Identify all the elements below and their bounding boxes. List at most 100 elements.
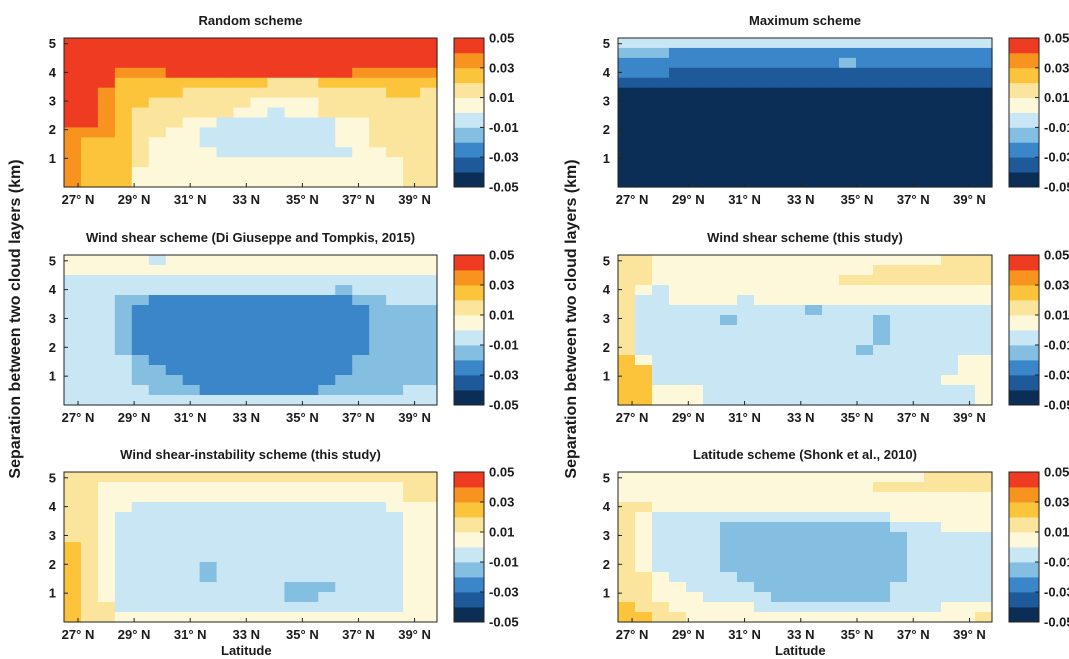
- x-tick-label: 35° N: [841, 627, 874, 642]
- heatmap-cell: [635, 67, 653, 79]
- heatmap-cell: [318, 582, 336, 593]
- heatmap-cell: [352, 77, 370, 89]
- heatmap-cell: [788, 542, 806, 553]
- heatmap-cell: [771, 542, 789, 553]
- heatmap-cell: [267, 47, 285, 59]
- heatmap-cell: [182, 562, 201, 573]
- heatmap-cell: [822, 355, 840, 366]
- heatmap-cell: [64, 472, 82, 483]
- heatmap-cell: [856, 512, 874, 523]
- heatmap-cell: [386, 315, 404, 326]
- heatmap-cell: [216, 265, 235, 276]
- heatmap-cell: [165, 552, 184, 563]
- heatmap-cell: [924, 572, 942, 583]
- heatmap-cell: [822, 395, 840, 406]
- heatmap-cell: [182, 582, 201, 593]
- heatmap-cell: [686, 542, 704, 553]
- heatmap-cell: [635, 395, 653, 406]
- heatmap-cell: [635, 255, 653, 266]
- heatmap-cell: [958, 492, 976, 503]
- heatmap-cell: [822, 167, 840, 178]
- heatmap-cell: [635, 117, 653, 128]
- heatmap-cell: [165, 395, 184, 406]
- heatmap-cell: [975, 127, 993, 138]
- heatmap-cell: [318, 482, 336, 493]
- heatmap-cell: [182, 492, 201, 503]
- x-tick-label: 33 N: [233, 410, 260, 425]
- heatmap-cell: [686, 255, 704, 266]
- heatmap-cell: [233, 365, 252, 376]
- heatmap-cell: [618, 472, 636, 483]
- colorbar-tick-label: 0.05: [1044, 465, 1069, 480]
- heatmap-cell: [250, 365, 269, 376]
- heatmap-cell: [975, 87, 993, 99]
- heatmap-cell: [403, 542, 421, 553]
- heatmap-cell: [856, 582, 874, 593]
- heatmap-cell: [907, 295, 925, 306]
- heatmap-cell: [686, 157, 704, 168]
- heatmap-cell: [403, 592, 421, 603]
- heatmap-cell: [890, 482, 908, 493]
- heatmap-cell: [352, 67, 370, 79]
- heatmap-cell: [720, 177, 738, 188]
- heatmap-cell: [890, 255, 908, 266]
- heatmap-cell: [652, 177, 670, 188]
- heatmap-cell: [669, 365, 687, 376]
- heatmap-cell: [131, 572, 150, 583]
- colorbar-tick-label: -0.03: [489, 150, 519, 165]
- heatmap-cell: [97, 97, 116, 109]
- heatmap-cell: [97, 395, 116, 406]
- heatmap-cell: [754, 275, 772, 286]
- heatmap-cell: [216, 502, 235, 513]
- heatmap-cell: [216, 38, 235, 49]
- heatmap-cell: [420, 117, 438, 128]
- heatmap-cell: [720, 345, 738, 356]
- heatmap-cell: [352, 285, 370, 296]
- heatmap-cell: [182, 472, 201, 483]
- heatmap-cell: [737, 305, 755, 316]
- heatmap-cell: [148, 385, 167, 396]
- heatmap-cell: [618, 285, 636, 296]
- heatmap-cell: [873, 255, 891, 266]
- heatmap-cell: [165, 482, 184, 493]
- heatmap-cell: [618, 87, 636, 99]
- heatmap-cell: [975, 385, 993, 396]
- heatmap-cell: [114, 255, 133, 266]
- heatmap-cell: [720, 612, 738, 623]
- heatmap-cell: [250, 345, 269, 356]
- heatmap-cell: [754, 117, 772, 128]
- heatmap-cell: [165, 355, 184, 366]
- heatmap-cell: [669, 552, 687, 563]
- heatmap-cell: [301, 502, 319, 513]
- heatmap-cell: [165, 385, 184, 396]
- heatmap-cell: [165, 572, 184, 583]
- heatmap-cell: [335, 522, 353, 533]
- heatmap-cell: [618, 67, 636, 79]
- heatmap-cell: [420, 315, 438, 326]
- heatmap-cell: [941, 582, 959, 593]
- heatmap-cell: [839, 117, 857, 128]
- heatmap-cell: [975, 325, 993, 336]
- heatmap-cell: [97, 47, 116, 59]
- heatmap-cell: [669, 57, 687, 69]
- heatmap-cell: [131, 127, 150, 138]
- heatmap-cell: [805, 502, 823, 513]
- heatmap-cell: [182, 67, 201, 79]
- plot-frame: [617, 37, 993, 188]
- heatmap-cell: [924, 305, 942, 316]
- heatmap-cell: [822, 285, 840, 296]
- heatmap-cell: [64, 87, 82, 99]
- heatmap-cell: [822, 97, 840, 109]
- heatmap-cell: [114, 592, 133, 603]
- heatmap-cell: [403, 127, 421, 138]
- heatmap-cell: [652, 107, 670, 119]
- heatmap-cell: [941, 602, 959, 613]
- heatmap-cell: [352, 275, 370, 286]
- heatmap-cell: [420, 177, 438, 188]
- colorbar-swatch: [454, 315, 484, 331]
- heatmap-cell: [386, 87, 404, 99]
- heatmap-cell: [907, 127, 925, 138]
- heatmap-cell: [652, 375, 670, 386]
- heatmap-cell: [131, 315, 150, 326]
- heatmap-cell: [703, 275, 721, 286]
